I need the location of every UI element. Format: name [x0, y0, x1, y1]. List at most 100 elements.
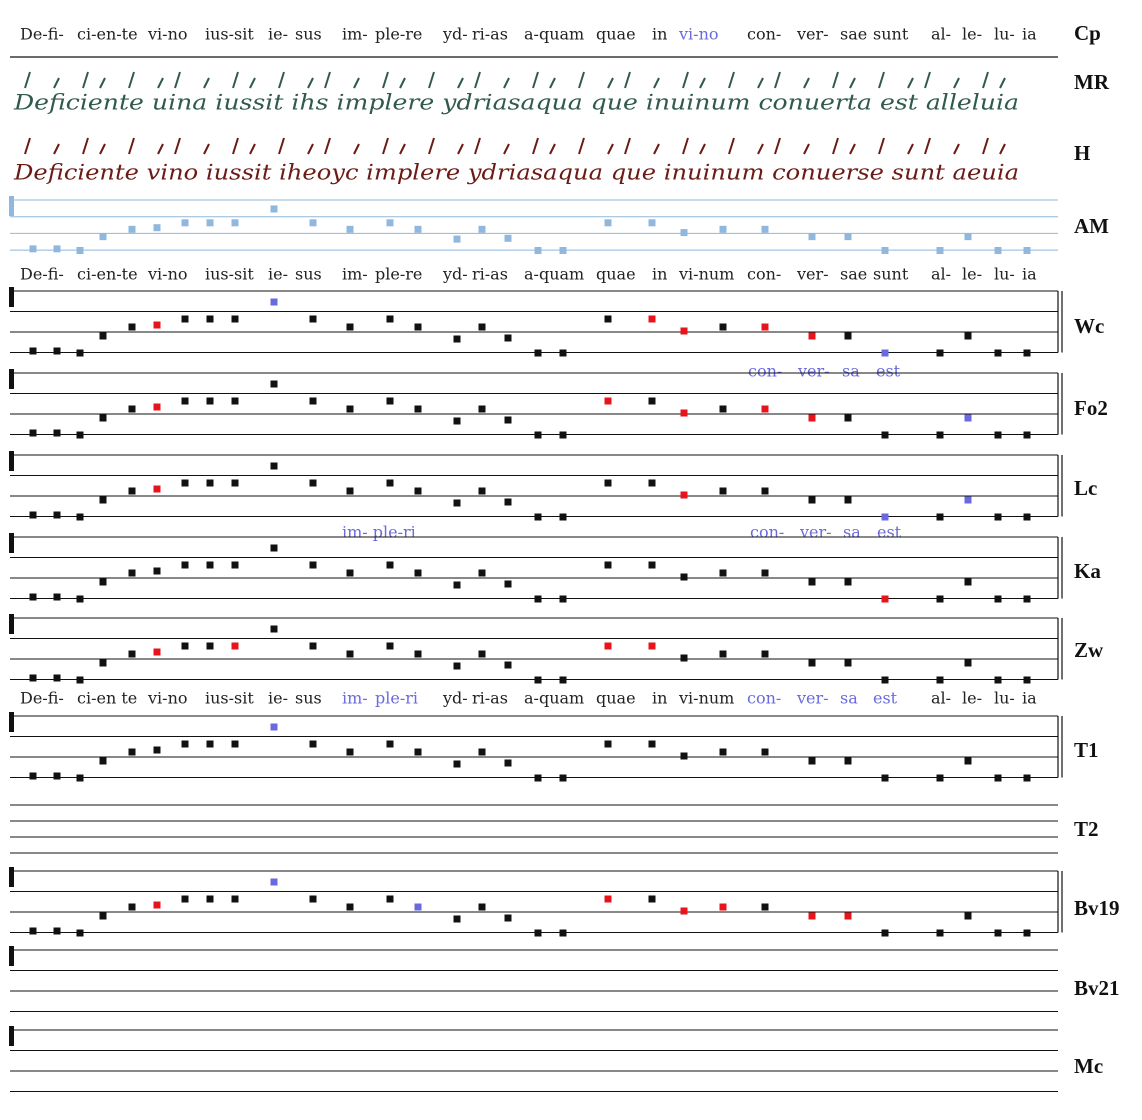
lyric-syllable: con-: [747, 265, 781, 284]
neume: [386, 740, 394, 748]
neume: [53, 772, 61, 780]
siglum: Zw: [1074, 638, 1104, 662]
lyric-syllable: ci-en-te: [77, 265, 138, 284]
lyric-syllable: ia: [1022, 265, 1037, 284]
neume: [761, 650, 769, 658]
neume: [231, 315, 239, 323]
variant-text: ver-: [797, 362, 830, 381]
neume: [680, 654, 688, 662]
neume: [231, 642, 239, 650]
lyric-syllable: in: [652, 25, 667, 44]
neume-stroke: [982, 71, 989, 89]
neume-stroke: [607, 143, 614, 155]
lyric-syllable: ie-: [268, 25, 288, 44]
neume: [719, 569, 727, 577]
lyric-syllable: yd-: [442, 689, 468, 708]
neume: [181, 397, 189, 405]
neume: [478, 405, 486, 413]
neume: [386, 397, 394, 405]
neume: [964, 757, 972, 765]
neume: [206, 315, 214, 323]
neume: [453, 235, 461, 243]
neume: [53, 593, 61, 601]
neume-stroke: [924, 71, 931, 89]
neume: [964, 414, 972, 422]
lyric-syllable: vi-no: [147, 689, 188, 708]
neume: [719, 650, 727, 658]
neume: [53, 245, 61, 253]
lyric-syllable: ie-: [268, 689, 288, 708]
neume: [559, 431, 567, 439]
neume: [808, 578, 816, 586]
neume: [29, 927, 37, 935]
neume: [504, 234, 512, 242]
manuscript-text: Deficiente vino iussit iheoyc implere yd…: [13, 161, 1019, 185]
neume: [76, 247, 84, 255]
lyric-syllable: ri-as: [472, 265, 508, 284]
neume: [29, 772, 37, 780]
lyric-syllable: le-: [962, 265, 982, 284]
neume-stroke: [503, 77, 510, 89]
neume: [453, 760, 461, 768]
neume: [153, 224, 161, 232]
neume: [719, 225, 727, 233]
lyric-syllable: quae: [596, 25, 636, 44]
lyric-syllable: con-: [747, 25, 781, 44]
neume: [761, 405, 769, 413]
clef: [9, 287, 14, 307]
neume: [881, 349, 889, 357]
neume-stroke: [803, 77, 810, 89]
neume: [29, 511, 37, 519]
lyric-syllable: est: [873, 689, 898, 708]
neume-stroke: [907, 77, 914, 89]
neume: [534, 774, 542, 782]
neume: [76, 349, 84, 357]
neume: [181, 740, 189, 748]
neume-stroke: [232, 71, 239, 89]
neume-stroke: [457, 77, 464, 89]
neume: [99, 757, 107, 765]
neume: [808, 912, 816, 920]
siglum: Bv21: [1074, 976, 1120, 1000]
neume: [534, 595, 542, 603]
neume: [881, 513, 889, 521]
neume: [76, 513, 84, 521]
neume: [231, 397, 239, 405]
neume-stroke: [203, 143, 210, 155]
lyric-syllable: sunt: [873, 265, 909, 284]
neume: [648, 315, 656, 323]
neume: [346, 650, 354, 658]
neume: [414, 405, 422, 413]
lyric-syllable: ius-sit: [205, 265, 254, 284]
variant-text: est: [876, 362, 901, 381]
neume-stroke: [578, 71, 585, 89]
neume: [936, 929, 944, 937]
lyric-syllable: yd-: [442, 265, 468, 284]
neume: [761, 323, 769, 331]
neume-stroke: [653, 143, 660, 155]
lyric-syllable: al-: [931, 689, 951, 708]
neume: [604, 397, 612, 405]
neume: [808, 233, 816, 241]
neume: [128, 405, 136, 413]
neume-stroke: [907, 143, 914, 155]
neume: [534, 929, 542, 937]
neume: [604, 315, 612, 323]
lyric-syllable: ia: [1022, 689, 1037, 708]
neume: [761, 225, 769, 233]
neume: [453, 662, 461, 670]
neume: [181, 219, 189, 227]
siglum: MR: [1074, 70, 1110, 94]
lyric-syllable: De-fi-: [20, 25, 64, 44]
neume: [346, 323, 354, 331]
neume: [414, 748, 422, 756]
neume: [534, 513, 542, 521]
lyric-syllable: vi-num: [678, 689, 734, 708]
neume: [1023, 774, 1031, 782]
neume: [648, 479, 656, 487]
lyric-syllable: sae: [840, 25, 867, 44]
neume-stroke: [532, 71, 539, 89]
neume-stroke: [99, 143, 106, 155]
clef: [9, 369, 14, 389]
lyric-syllable: al-: [931, 265, 951, 284]
